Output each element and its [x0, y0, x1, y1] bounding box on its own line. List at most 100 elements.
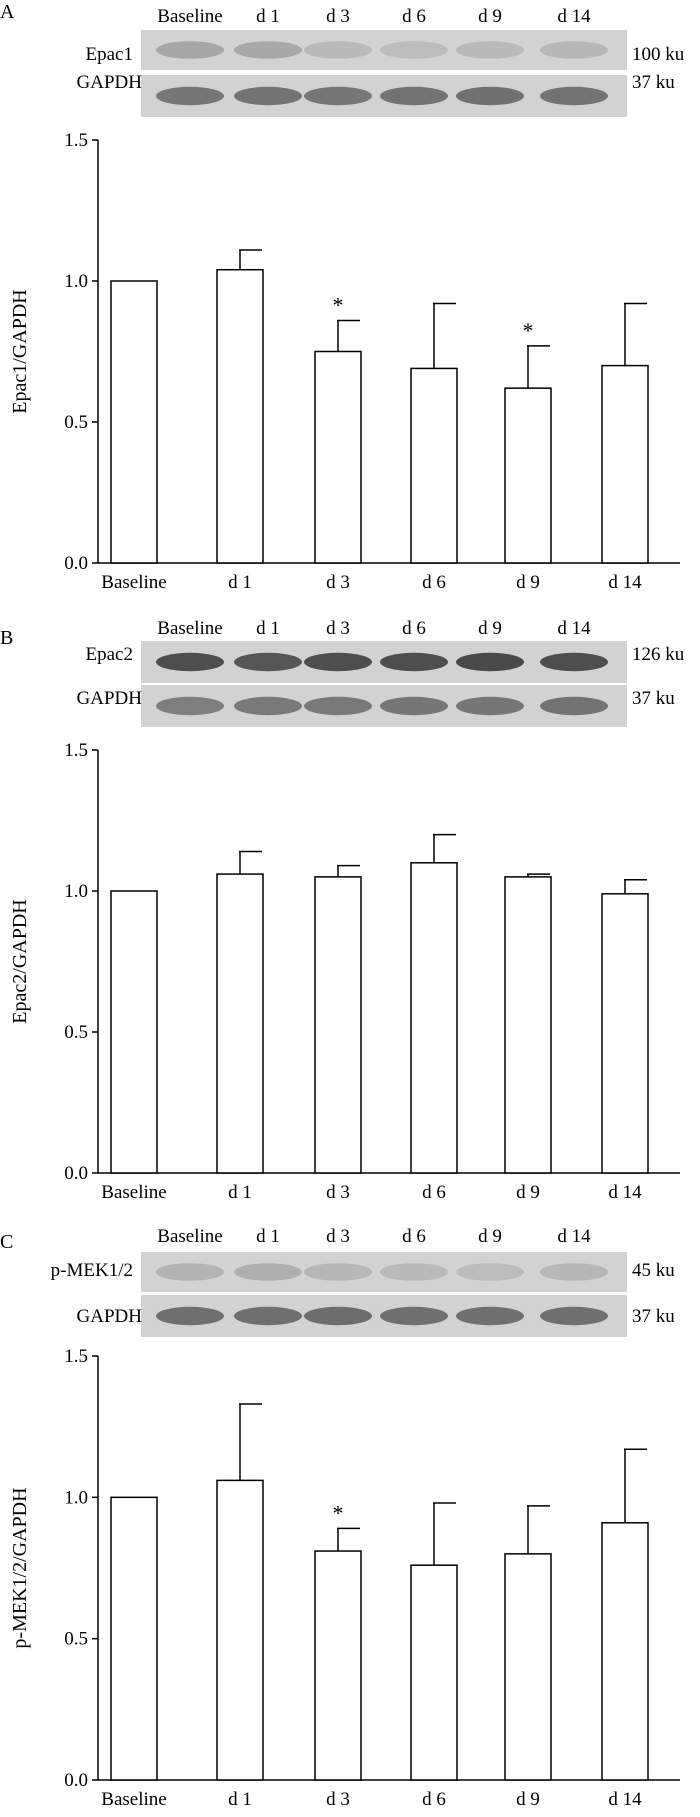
x-tick-label: Baseline	[101, 572, 166, 593]
blot-band	[156, 86, 224, 106]
x-tick-label: d 3	[326, 1182, 350, 1203]
blot-row: GAPDH 37 ku	[77, 72, 675, 117]
blot-size-label: 37 ku	[632, 1306, 675, 1327]
y-tick-label: 0.5	[64, 412, 88, 433]
blot-row: GAPDH 37 ku	[77, 1295, 675, 1337]
x-tick-label: d 6	[422, 1789, 446, 1810]
blot-band	[380, 1306, 448, 1326]
significance-marker: *	[333, 1500, 344, 1525]
blot-row: Epac1 100 ku	[86, 30, 685, 70]
blot-band	[234, 1306, 302, 1326]
blot-row-label: Epac1	[86, 44, 133, 65]
y-axis-label: Epac2/GAPDH	[9, 899, 31, 1023]
blot-band	[380, 41, 448, 59]
y-tick-label: 0.5	[64, 1022, 88, 1043]
blot-lane-label: d 1	[256, 618, 280, 639]
x-tick-label: d 14	[608, 1789, 642, 1810]
bar	[410, 862, 458, 1174]
blot-band	[304, 86, 372, 106]
blot-band	[304, 1306, 372, 1326]
significance-marker: *	[333, 292, 344, 317]
blot-lane-label: d 14	[557, 6, 591, 27]
x-tick-label: Baseline	[101, 1789, 166, 1810]
blot-band	[304, 1263, 372, 1281]
blot-band	[540, 1306, 608, 1326]
blot-lane-label: Baseline	[157, 6, 222, 27]
blot-lane-label: Baseline	[157, 618, 222, 639]
panel-letter: A	[0, 1, 15, 23]
significance-marker: *	[523, 318, 534, 343]
x-tick-label: d 3	[326, 1789, 350, 1810]
blot-lane-label: d 1	[256, 1226, 280, 1247]
bar	[504, 876, 552, 1174]
blot-band	[456, 696, 524, 716]
bar	[410, 367, 458, 564]
y-tick-label: 1.0	[64, 881, 88, 902]
blot-band	[540, 652, 608, 672]
blot-band	[456, 1306, 524, 1326]
bar	[216, 873, 264, 1174]
bar	[410, 1564, 458, 1781]
blot-band	[380, 652, 448, 672]
bar	[601, 364, 649, 564]
blot-lane-label: d 9	[478, 618, 502, 639]
panel-a: A Baseline d 1 d 3 d 6 d 9 d 14 Epac1 100 ku GAPD…	[0, 1, 685, 593]
y-tick-label: 1.5	[64, 130, 88, 151]
bar	[601, 893, 649, 1174]
y-tick-label: 1.0	[64, 271, 88, 292]
blot-row-label: GAPDH	[77, 688, 143, 709]
blot-lane-label: d 9	[478, 6, 502, 27]
bar-chart: 0.0 0.5 1.0 1.5 p-MEK1/2/GAPDH Baseline d 1 * d …	[9, 1346, 680, 1810]
bar	[314, 876, 362, 1174]
y-axis-label: p-MEK1/2/GAPDH	[9, 1487, 31, 1648]
x-tick-label: d 1	[228, 572, 252, 593]
blot-lane-label: d 1	[256, 6, 280, 27]
bar	[314, 350, 362, 564]
bar	[110, 890, 158, 1174]
blot-lane-label: d 6	[402, 1226, 426, 1247]
panel-b: B Baseline d 1 d 3 d 6 d 9 d 14 Epac2 126 ku GAPD…	[0, 618, 685, 1203]
x-tick-label: d 9	[516, 572, 540, 593]
x-tick-label: d 9	[516, 1182, 540, 1203]
x-tick-label: d 6	[422, 1182, 446, 1203]
blot-band	[234, 86, 302, 106]
blot-band	[456, 1263, 524, 1281]
y-axis-label: Epac1/GAPDH	[9, 289, 31, 413]
x-tick-label: d 6	[422, 572, 446, 593]
blot-lane-label: d 3	[326, 1226, 350, 1247]
blot-row: Epac2 126 ku	[86, 641, 685, 683]
blot-band	[540, 696, 608, 716]
blot-band	[304, 41, 372, 59]
blot-band	[156, 1306, 224, 1326]
blot-size-label: 126 ku	[632, 644, 685, 665]
bar-chart: 0.0 0.5 1.0 1.5 Epac2/GAPDH Baseline d 1 d 3 d 6…	[9, 740, 680, 1203]
blot-lane-label: d 6	[402, 6, 426, 27]
blot-band	[456, 41, 524, 59]
bar-chart: 0.0 0.5 1.0 1.5 Epac1/GAPDH Baseline d 1 * d 3 d …	[9, 130, 680, 593]
blot-band	[456, 86, 524, 106]
x-tick-label: d 3	[326, 572, 350, 593]
y-tick-label: 0.0	[64, 1163, 88, 1184]
bar	[504, 1553, 552, 1781]
blot-size-label: 100 ku	[632, 44, 685, 65]
y-tick-label: 1.5	[64, 740, 88, 761]
blot-lane-label: d 6	[402, 618, 426, 639]
y-tick-label: 0.0	[64, 553, 88, 574]
panel-letter: C	[0, 1231, 13, 1253]
blot-row: GAPDH 37 ku	[77, 685, 675, 727]
blot-band	[380, 86, 448, 106]
x-tick-label: d 1	[228, 1182, 252, 1203]
bar	[216, 268, 264, 564]
x-tick-label: d 14	[608, 1182, 642, 1203]
panel-letter: B	[0, 627, 13, 649]
blot-lane-label: d 3	[326, 6, 350, 27]
blot-lane-label: d 9	[478, 1226, 502, 1247]
blot-band	[156, 652, 224, 672]
bar	[504, 387, 552, 564]
bar	[216, 1479, 264, 1781]
blot-band	[234, 696, 302, 716]
blot-band	[540, 86, 608, 106]
y-tick-label: 1.5	[64, 1346, 88, 1367]
blot-band	[156, 696, 224, 716]
